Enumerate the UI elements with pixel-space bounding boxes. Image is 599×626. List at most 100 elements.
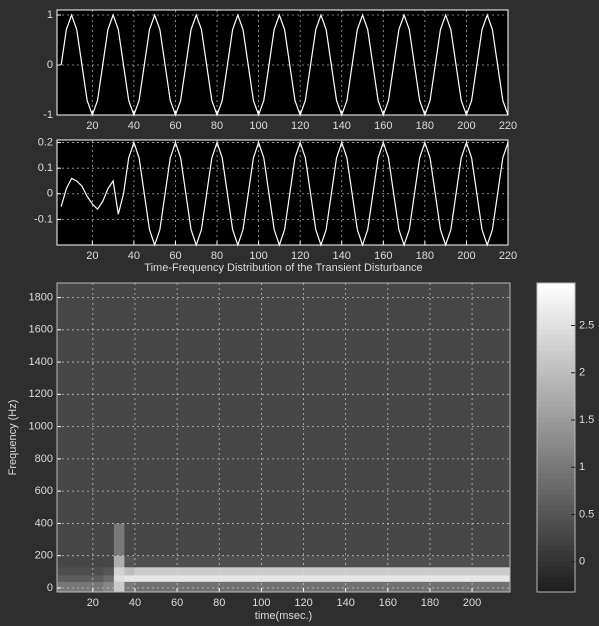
y-tick-label: 0.1 <box>38 162 53 174</box>
colorbar-strip <box>537 448 575 454</box>
colorbar-strip <box>537 412 575 418</box>
x-tick-label: 120 <box>291 120 309 132</box>
colorbar-strip <box>537 340 575 346</box>
colorbar-strip <box>537 319 575 325</box>
colorbar-strip <box>537 458 575 464</box>
colorbar-tick-label: 1.5 <box>579 414 594 426</box>
heatmap-cell <box>103 556 114 568</box>
x-tick-label: 120 <box>291 250 309 262</box>
y-tick-label: 200 <box>35 550 53 562</box>
y-tick-label: 400 <box>35 517 53 529</box>
y-tick-label: 0 <box>47 188 53 200</box>
colorbar-strip <box>537 546 575 552</box>
x-axis-label: time(msec.) <box>255 610 312 622</box>
colorbar-strip <box>537 499 575 505</box>
heatmap-cell <box>124 556 135 568</box>
y-tick-label: 1800 <box>29 291 53 303</box>
colorbar-strip <box>537 474 575 480</box>
colorbar-strip <box>537 520 575 526</box>
x-tick-label: 100 <box>249 250 267 262</box>
heatmap-cell <box>57 283 104 524</box>
colorbar-strip <box>537 566 575 572</box>
heatmap-cell <box>57 582 104 593</box>
x-tick-label: 60 <box>169 120 181 132</box>
x-tick-label: 20 <box>86 120 98 132</box>
colorbar-strip <box>537 504 575 510</box>
heatmap-cell <box>103 582 114 593</box>
y-tick-label: 1200 <box>29 388 53 400</box>
colorbar-strip <box>537 314 575 320</box>
colorbar-strip <box>537 525 575 531</box>
colorbar-strip <box>537 288 575 294</box>
heatmap-cell <box>114 567 125 575</box>
y-tick-label: 800 <box>35 453 53 465</box>
colorbar-strip <box>537 293 575 299</box>
x-tick-label: 160 <box>379 597 397 609</box>
heatmap-cell <box>114 283 125 524</box>
heatmap-cell <box>124 582 135 593</box>
colorbar-strip <box>537 438 575 444</box>
heatmap-cell <box>114 556 125 568</box>
x-tick-label: 80 <box>211 250 223 262</box>
x-tick-label: 40 <box>129 597 141 609</box>
colorbar-strip <box>537 515 575 521</box>
heatmap-cell <box>57 523 104 556</box>
colorbar-strip <box>537 561 575 567</box>
x-tick-label: 40 <box>128 250 140 262</box>
colorbar-tick-label: 1 <box>579 461 585 473</box>
y-tick-label: 0.2 <box>38 136 53 148</box>
figure: 20406080100120140160180200220-1012040608… <box>0 0 599 626</box>
colorbar-strip <box>537 355 575 361</box>
x-tick-label: 200 <box>463 597 481 609</box>
heatmap-cell <box>135 567 510 575</box>
colorbar-strip <box>537 556 575 562</box>
colorbar-strip <box>537 360 575 366</box>
colorbar-strip <box>537 463 575 469</box>
colorbar-strip <box>537 329 575 335</box>
heatmap-cell <box>114 582 125 593</box>
x-tick-label: 180 <box>416 120 434 132</box>
heatmap-cell <box>135 582 510 593</box>
heatmap-cell <box>114 575 125 582</box>
heatmap-cell <box>103 523 114 556</box>
chart-title: Time-Frequency Distribution of the Trans… <box>144 262 422 274</box>
heatmap-cell <box>124 283 135 524</box>
y-tick-label: 1000 <box>29 421 53 433</box>
x-tick-label: 160 <box>374 120 392 132</box>
x-tick-label: 140 <box>333 250 351 262</box>
colorbar-strip <box>537 335 575 341</box>
colorbar-strip <box>537 417 575 423</box>
heatmap-cell <box>135 575 510 582</box>
heatmap-cell <box>57 556 104 568</box>
colorbar-strip <box>537 407 575 413</box>
colorbar-strip <box>537 551 575 557</box>
heatmap-cell <box>135 283 510 524</box>
x-tick-label: 140 <box>333 120 351 132</box>
colorbar-strip <box>537 386 575 392</box>
colorbar-strip <box>537 479 575 485</box>
x-tick-label: 180 <box>416 250 434 262</box>
x-tick-label: 220 <box>499 120 517 132</box>
colorbar-strip <box>537 350 575 356</box>
colorbar-strip <box>537 381 575 387</box>
x-tick-label: 100 <box>249 120 267 132</box>
x-tick-label: 200 <box>457 120 475 132</box>
colorbar-strip <box>537 371 575 377</box>
colorbar-strip <box>537 582 575 588</box>
colorbar-strip <box>537 427 575 433</box>
colorbar-strip <box>537 510 575 516</box>
heatmap-cell <box>103 283 114 524</box>
x-tick-label: 180 <box>421 597 439 609</box>
y-tick-label: -0.1 <box>34 213 53 225</box>
colorbar-strip <box>537 535 575 541</box>
colorbar-strip <box>537 298 575 304</box>
colorbar-strip <box>537 484 575 490</box>
colorbar-strip <box>537 541 575 547</box>
colorbar-strip <box>537 571 575 577</box>
x-tick-label: 20 <box>87 597 99 609</box>
colorbar-strip <box>537 443 575 449</box>
y-tick-label: 0 <box>47 582 53 594</box>
colorbar-strip <box>537 494 575 500</box>
colorbar-strip <box>537 396 575 402</box>
x-tick-label: 20 <box>86 250 98 262</box>
